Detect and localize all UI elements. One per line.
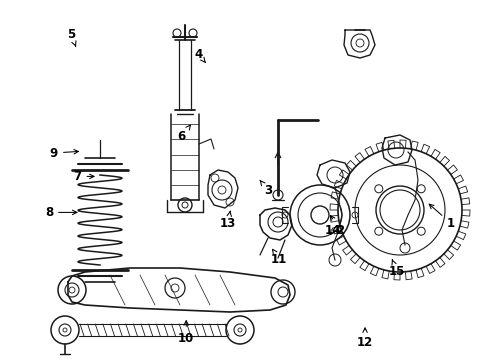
Text: 5: 5 <box>67 28 76 46</box>
Text: 2: 2 <box>331 216 344 237</box>
Text: 10: 10 <box>178 321 195 345</box>
Text: 1: 1 <box>429 204 455 230</box>
Text: 8: 8 <box>45 206 77 219</box>
Text: 3: 3 <box>260 180 272 197</box>
Text: 13: 13 <box>220 211 236 230</box>
Text: 15: 15 <box>389 260 405 278</box>
Text: 14: 14 <box>325 224 342 237</box>
Text: 12: 12 <box>357 328 373 348</box>
Text: 11: 11 <box>271 249 288 266</box>
Text: 6: 6 <box>177 125 191 143</box>
Text: 4: 4 <box>195 48 205 63</box>
Text: 7: 7 <box>74 170 94 183</box>
Text: 9: 9 <box>50 147 78 159</box>
